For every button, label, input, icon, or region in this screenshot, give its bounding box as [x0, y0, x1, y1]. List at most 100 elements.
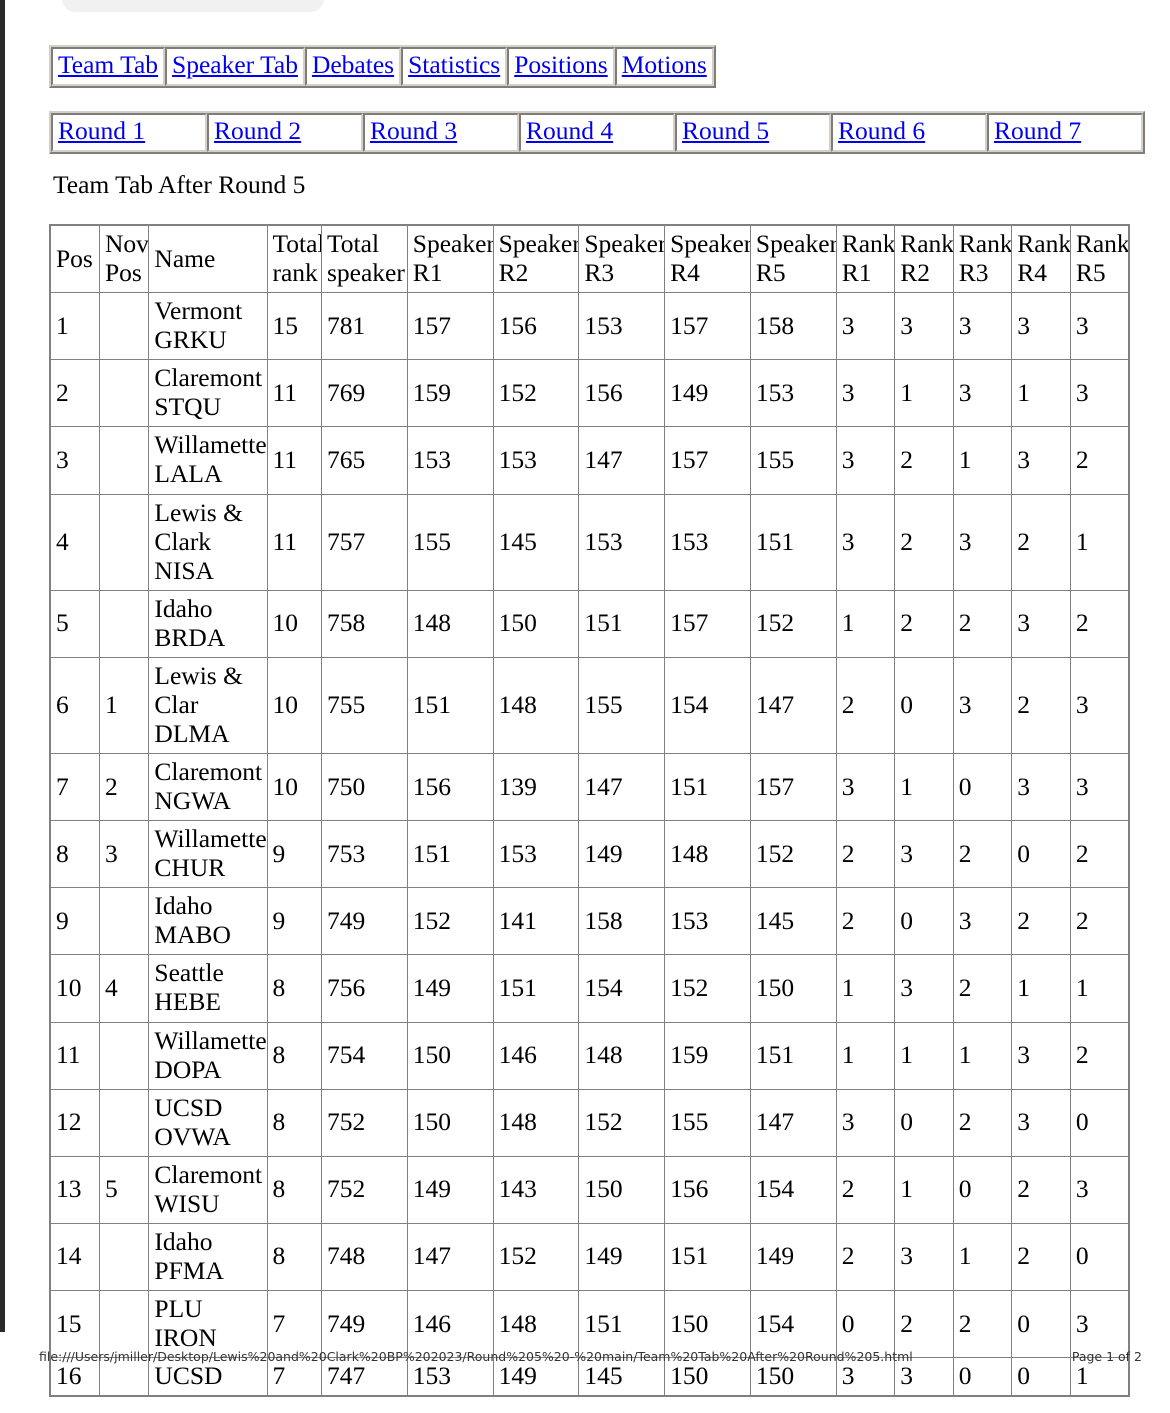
table-row: 7 2 Claremont NGWA 10 750 156 139 147 151 157 3 1 0 3…	[49, 752, 1130, 822]
round-cell-4[interactable]: Round 4	[519, 113, 675, 152]
cell-rank-r4: 2	[1011, 1155, 1071, 1224]
cell-speaker-r1: 149	[406, 954, 494, 1023]
round-cell-1[interactable]: Round 1	[51, 113, 207, 152]
cell-total-rank: 10	[266, 589, 322, 658]
round-cell-7[interactable]: Round 7	[987, 113, 1143, 152]
cell-team-name: Lewis & Clar DLMA	[148, 656, 268, 755]
cell-total-speaker: 765	[321, 426, 408, 495]
column-header-total-rank: Total rank	[266, 224, 322, 294]
cell-rank-r4: 0	[1011, 1289, 1071, 1359]
round-link-2[interactable]: Round 2	[214, 116, 302, 145]
cell-speaker-r5: 150	[749, 1357, 837, 1397]
round-link-5[interactable]: Round 5	[682, 116, 770, 145]
cell-speaker-r1: 152	[406, 887, 494, 956]
cell-speaker-r3: 149	[578, 820, 666, 889]
cell-speaker-r2: 149	[492, 1357, 580, 1397]
nav-link-statistics[interactable]: Statistics	[408, 50, 501, 79]
cell-rank-r2: 1	[894, 752, 954, 822]
cell-speaker-r4: 150	[664, 1289, 751, 1359]
cell-rank-r3: 1	[952, 1021, 1013, 1090]
table-row: 15 PLU IRON 7 749 146 148 151 150 154 0 2 2 0 3	[49, 1289, 1130, 1359]
cell-speaker-r2: 150	[492, 589, 580, 658]
cell-total-rank: 11	[266, 493, 322, 591]
cell-speaker-r5: 152	[749, 820, 837, 889]
nav-cell-team-tab[interactable]: Team Tab	[51, 47, 166, 86]
cell-pos: 7	[49, 752, 100, 822]
cell-total-rank: 9	[266, 820, 322, 889]
cell-team-name: Vermont GRKU	[148, 292, 268, 361]
table-row: 14 Idaho PFMA 8 748 147 152 149 151 149 2 3 1 2 0	[49, 1222, 1130, 1292]
nav-link-positions[interactable]: Positions	[514, 50, 608, 79]
nav-cell-speaker-tab[interactable]: Speaker Tab	[165, 47, 305, 86]
cell-total-rank: 8	[266, 1088, 322, 1157]
column-header-speaker-r1: Speaker R1	[406, 224, 494, 294]
round-cell-2[interactable]: Round 2	[207, 113, 363, 152]
nav-cell-debates[interactable]: Debates	[304, 47, 402, 86]
cell-speaker-r5: 151	[749, 493, 837, 591]
round-link-7[interactable]: Round 7	[994, 116, 1082, 145]
cell-rank-r3: 0	[952, 1357, 1013, 1397]
cell-speaker-r1: 157	[406, 292, 494, 361]
nav-link-speaker-tab[interactable]: Speaker Tab	[172, 50, 298, 79]
cell-speaker-r4: 156	[664, 1155, 751, 1224]
column-header-rank-r3: Rank R3	[952, 224, 1013, 294]
cell-rank-r4: 3	[1011, 589, 1071, 658]
cell-speaker-r1: 153	[406, 1357, 494, 1397]
cell-speaker-r1: 151	[406, 656, 494, 755]
cell-rank-r5: 2	[1069, 1021, 1130, 1090]
cell-rank-r3: 2	[952, 1088, 1013, 1157]
cell-rank-r5: 1	[1069, 1357, 1130, 1397]
round-link-3[interactable]: Round 3	[370, 116, 458, 145]
cell-total-rank: 9	[266, 887, 322, 956]
round-link-6[interactable]: Round 6	[838, 116, 926, 145]
cell-pos: 1	[49, 292, 100, 361]
cell-pos: 9	[49, 887, 100, 956]
round-cell-6[interactable]: Round 6	[831, 113, 987, 152]
results-table-body: 1 Vermont GRKU 15 781 157 156 153 157 158 3 3 3 3 3 2 C…	[49, 292, 1130, 1397]
cell-rank-r3: 0	[952, 1155, 1013, 1224]
cell-pos: 16	[49, 1357, 100, 1397]
nav-cell-positions[interactable]: Positions	[507, 47, 615, 86]
cell-rank-r2: 3	[894, 954, 954, 1023]
results-header-row: Pos Nov Pos Name Total rank Total speaker Speake…	[49, 224, 1130, 294]
cell-total-rank: 11	[266, 426, 322, 495]
round-cell-5[interactable]: Round 5	[675, 113, 831, 152]
cell-total-speaker: 754	[321, 1021, 408, 1090]
nav-link-team-tab[interactable]: Team Tab	[58, 50, 159, 79]
cell-speaker-r1: 148	[406, 589, 494, 658]
cell-speaker-r2: 148	[492, 1088, 580, 1157]
cell-rank-r2: 3	[894, 292, 954, 361]
cell-speaker-r4: 153	[664, 493, 751, 591]
nav-link-motions[interactable]: Motions	[621, 50, 707, 79]
column-header-rank-r1: Rank R1	[835, 224, 896, 294]
cell-total-speaker: 747	[321, 1357, 408, 1397]
cell-rank-r2: 3	[894, 820, 954, 889]
team-tab-results-table: Pos Nov Pos Name Total rank Total speaker Speake…	[49, 224, 1130, 1398]
cell-rank-r5: 3	[1069, 752, 1130, 822]
nav-cell-statistics[interactable]: Statistics	[401, 47, 508, 86]
cell-speaker-r3: 148	[578, 1021, 666, 1090]
round-link-4[interactable]: Round 4	[526, 116, 614, 145]
cell-total-speaker: 753	[321, 820, 408, 889]
cell-rank-r3: 1	[952, 426, 1013, 495]
cell-speaker-r3: 153	[578, 292, 666, 361]
cell-speaker-r3: 151	[578, 589, 666, 658]
cell-speaker-r5: 147	[749, 656, 837, 755]
nav-link-debates[interactable]: Debates	[311, 50, 395, 79]
top-chrome-pill	[62, 0, 324, 12]
round-cell-3[interactable]: Round 3	[363, 113, 519, 152]
round-link-1[interactable]: Round 1	[58, 116, 146, 145]
cell-rank-r4: 3	[1011, 1021, 1071, 1090]
cell-rank-r5: 3	[1069, 656, 1130, 755]
column-header-rank-r4: Rank R4	[1011, 224, 1071, 294]
nav-cell-motions[interactable]: Motions	[614, 47, 714, 86]
main-nav-row: Team Tab Speaker Tab Debates Statistics …	[51, 47, 714, 86]
cell-speaker-r2: 156	[492, 292, 580, 361]
cell-total-speaker: 749	[321, 1289, 408, 1359]
cell-team-name: Willamette DOPA	[148, 1021, 268, 1090]
table-row: 9 Idaho MABO 9 749 152 141 158 153 145 2 0 3 2 2	[49, 887, 1130, 956]
cell-rank-r1: 3	[835, 292, 896, 361]
cell-rank-r4: 1	[1011, 359, 1071, 428]
cell-nov-pos: 2	[98, 752, 150, 822]
cell-speaker-r2: 148	[492, 1289, 580, 1359]
